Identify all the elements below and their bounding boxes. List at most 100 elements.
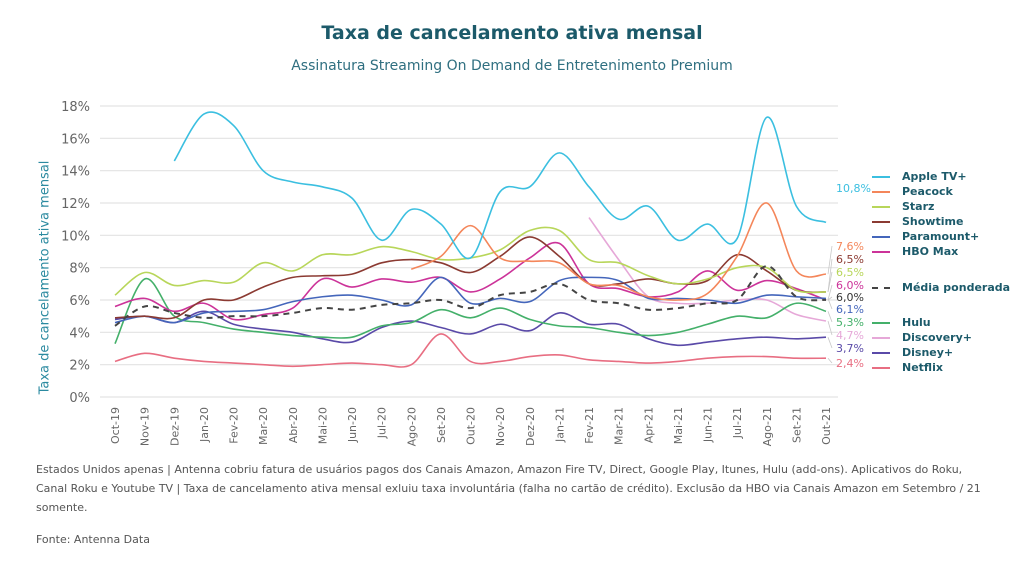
leader-line: [827, 357, 833, 364]
footnote: Estados Unidos apenas | Antenna cobriu f…: [36, 463, 981, 514]
legend-item: HBO Max: [872, 245, 958, 258]
end-label: 3,7%: [836, 342, 864, 355]
legend-label: Discovery+: [902, 331, 972, 344]
end-label: 4,7%: [836, 329, 864, 342]
end-label: 5,3%: [836, 316, 864, 329]
legend-item: Disney+: [872, 346, 953, 359]
gridlines: [100, 105, 838, 398]
leader-line: [827, 245, 833, 275]
legend-label: Média ponderada: [902, 281, 1011, 294]
leader-line: [827, 258, 833, 292]
y-tick-label: 0%: [69, 391, 90, 406]
leader-line: [827, 311, 833, 323]
end-labels: 10,8%7,6%6,5%6,5%6,1%6,0%6,0%5,3%4,7%3,7…: [827, 182, 871, 370]
legend-swatch: [872, 366, 890, 369]
series-line-starz: [114, 226, 827, 296]
source-note: Fonte: Antenna Data: [36, 533, 150, 546]
y-tick-label: 14%: [61, 165, 90, 180]
y-tick-label: 18%: [61, 100, 90, 115]
legend-label: Peacock: [902, 185, 953, 198]
x-tick-label: Nov-20: [494, 407, 507, 446]
y-tick-label: 10%: [61, 229, 90, 244]
legend-swatch: [872, 220, 890, 223]
legend-swatch: [872, 351, 890, 354]
legend-label: Apple TV+: [902, 170, 967, 183]
legend-label: Hulu: [902, 316, 931, 329]
x-tick-label: Dez-20: [524, 407, 537, 446]
end-label: 6,1%: [836, 303, 864, 316]
x-tick-label: Oct-19: [109, 407, 122, 444]
legend-item: Peacock: [872, 185, 953, 198]
x-tick-label: Ago-21: [761, 407, 774, 446]
x-tick-label: Set-20: [435, 407, 448, 443]
y-tick-label: 8%: [69, 262, 90, 277]
end-label: 6,0%: [836, 279, 864, 292]
series-line-disney: [114, 310, 827, 347]
legend-item: Apple TV+: [872, 170, 967, 183]
x-tick-label: Jul-20: [376, 407, 389, 439]
series-line-m-dia-ponderada: [114, 265, 827, 327]
x-tick-label: Abr-20: [287, 407, 300, 443]
y-tick-label: 2%: [69, 359, 90, 374]
end-label: 6,5%: [836, 253, 864, 266]
end-label: 7,6%: [836, 240, 864, 253]
series-line-netflix: [114, 333, 827, 368]
series-line-showtime: [114, 236, 827, 320]
x-tick-label: Mai-21: [672, 407, 685, 444]
chart-subtitle: Assinatura Streaming On Demand de Entret…: [291, 58, 733, 74]
legend-label: Paramount+: [902, 230, 980, 243]
legend-item: Showtime: [872, 215, 963, 228]
x-tick-label: Jun-21: [702, 407, 715, 443]
legend-label: Starz: [902, 200, 935, 213]
legend-swatch: [872, 250, 890, 253]
chart-title: Taxa de cancelamento ativa mensal: [321, 22, 703, 44]
leader-line: [827, 337, 833, 349]
legend-swatch: [872, 175, 890, 178]
legend-item: Média ponderada: [872, 281, 1010, 294]
y-tick-label: 4%: [69, 326, 90, 341]
x-tick-label: Dez-19: [168, 407, 181, 446]
legend-item: Netflix: [872, 361, 943, 374]
x-tick-label: Mar-21: [613, 407, 626, 445]
x-tick-label: Jul-21: [731, 407, 744, 439]
y-tick-label: 16%: [61, 132, 90, 147]
legend-label: Netflix: [902, 361, 943, 374]
x-tick-label: Fev-21: [583, 407, 596, 444]
x-tick-label: Out-21: [820, 407, 833, 445]
y-tick-label: 6%: [69, 294, 90, 309]
legend-swatch: [872, 190, 890, 193]
series-line-hbo-max: [114, 241, 827, 321]
x-tick-label: Mar-20: [257, 407, 270, 445]
x-tick-label: Ago-20: [405, 407, 418, 446]
legend-item: Starz: [872, 200, 934, 213]
x-tick-labels: Oct-19 Nov-19 Dez-19 Jan-20 Fev-20 Mar-20 Abr-…: [109, 407, 833, 446]
end-label: 6,0%: [836, 291, 864, 304]
legend-item: Hulu: [872, 316, 931, 329]
leader-line: [827, 320, 833, 336]
legend-swatch: [872, 235, 890, 238]
x-tick-label: Apr-21: [642, 407, 655, 443]
x-tick-label: Fev-20: [228, 407, 241, 444]
end-label: 10,8%: [836, 182, 871, 195]
end-label: 2,4%: [836, 357, 864, 370]
legend-swatch: [872, 336, 890, 339]
x-tick-label: Jan-20: [198, 407, 211, 443]
legend-item: Paramount+: [872, 230, 979, 243]
legend-swatch: [872, 286, 890, 289]
x-tick-label: Set-21: [790, 407, 803, 443]
x-tick-label: Jun-20: [346, 407, 359, 443]
series-line-apple-tv: [173, 111, 827, 260]
series-line-discovery: [588, 217, 827, 322]
x-tick-label: Jan-21: [553, 407, 566, 443]
y-tick-labels: 0% 2% 4% 6% 8% 10% 12% 14% 16% 18%: [61, 100, 90, 406]
leader-line: [827, 298, 833, 310]
leader-line: [827, 296, 833, 301]
y-tick-label: 12%: [61, 197, 90, 212]
legend-label: HBO Max: [902, 245, 959, 258]
legend-swatch: [872, 321, 890, 324]
end-label: 6,5%: [836, 266, 864, 279]
legend-label: Disney+: [902, 346, 954, 359]
leader-line: [827, 284, 833, 301]
legend-item: Discovery+: [872, 331, 972, 344]
